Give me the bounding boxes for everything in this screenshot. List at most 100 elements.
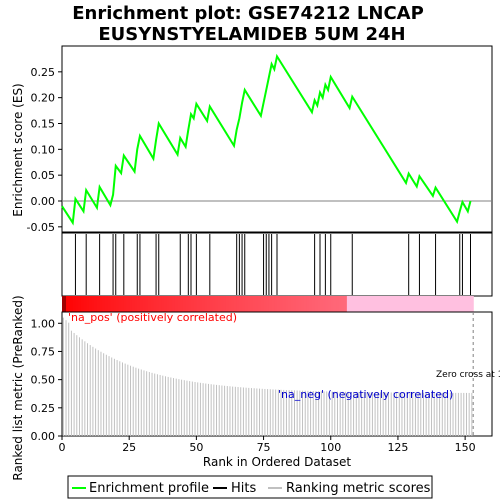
heat-cell xyxy=(440,296,445,312)
heat-cell xyxy=(352,296,356,312)
zero-cross-label: Zero cross at 153 xyxy=(436,370,500,380)
plot-title-line2: EUSYNSTYELAMIDEB 5UM 24H xyxy=(98,24,405,45)
heat-cell xyxy=(83,296,87,312)
es-tick-label: 0.05 xyxy=(31,169,56,182)
es-tick-label: -0.05 xyxy=(27,221,55,234)
heat-cell xyxy=(395,296,399,312)
heat-cell xyxy=(384,296,388,312)
heat-cell xyxy=(110,296,114,312)
heat-cell xyxy=(252,296,257,312)
heat-cell xyxy=(406,296,410,312)
positive-correlation-label: 'na_pos' (positively correlated) xyxy=(68,311,237,324)
heat-cell xyxy=(438,296,442,312)
heat-cell xyxy=(150,296,154,312)
heat-cell xyxy=(449,296,453,312)
heat-cell xyxy=(96,296,101,312)
heat-cell xyxy=(156,296,160,312)
heat-cell xyxy=(134,296,138,312)
heat-cell xyxy=(274,296,278,312)
heat-cell xyxy=(247,296,251,312)
heat-cell xyxy=(158,296,163,312)
heat-cell xyxy=(258,296,262,312)
es-tick-label: 0.10 xyxy=(31,143,56,156)
legend-label-ranking-metric-scores: Ranking metric scores xyxy=(286,481,431,496)
heat-cell xyxy=(177,296,181,312)
metric-panel: 0.00 0.25 0.50 0.75 1.00 'na_pos' (positivel… xyxy=(31,311,500,443)
heat-cell xyxy=(451,296,455,312)
heat-cell xyxy=(422,296,426,312)
enrichment-profile-line xyxy=(61,53,472,226)
heat-cell xyxy=(169,296,173,312)
heat-cell xyxy=(207,296,211,312)
x-tick-label: 25 xyxy=(122,441,136,454)
heat-cell xyxy=(99,296,103,312)
heat-cell xyxy=(443,296,447,312)
heat-cell xyxy=(102,296,106,312)
heat-cell xyxy=(70,296,74,312)
heat-cell xyxy=(88,296,93,312)
heat-cell xyxy=(303,296,308,312)
heat-cell xyxy=(419,296,423,312)
heat-cell xyxy=(255,296,259,312)
heat-cell xyxy=(373,296,378,312)
heat-cell xyxy=(277,296,281,312)
heat-cell xyxy=(389,296,394,312)
metric-axis-label: Ranked list metric (PreRanked) xyxy=(11,295,25,480)
heat-cell xyxy=(166,296,171,312)
heat-cell xyxy=(328,296,332,312)
heat-cell xyxy=(295,296,300,312)
heat-cell xyxy=(338,296,343,312)
es-tick-label: 0.20 xyxy=(31,92,56,105)
heat-cell xyxy=(148,296,152,312)
heat-cell xyxy=(465,296,469,312)
heat-cell xyxy=(400,296,404,312)
heat-cell xyxy=(145,296,149,312)
heat-cell xyxy=(236,296,240,312)
heat-cell xyxy=(341,296,345,312)
heat-cell xyxy=(330,296,335,312)
heat-cell xyxy=(462,296,466,312)
heat-cell xyxy=(379,296,383,312)
heat-cell xyxy=(78,296,82,312)
heat-cell xyxy=(354,296,359,312)
heat-cell xyxy=(376,296,380,312)
negative-correlation-label: 'na_neg' (negatively correlated) xyxy=(278,388,453,401)
heat-cell xyxy=(271,296,275,312)
heat-cell xyxy=(457,296,461,312)
heat-cell xyxy=(317,296,321,312)
heat-cell xyxy=(209,296,214,312)
metric-tick-label: 0.50 xyxy=(31,374,56,387)
heat-cell xyxy=(193,296,197,312)
heat-cell xyxy=(182,296,187,312)
heat-cell xyxy=(427,296,431,312)
heat-cell xyxy=(174,296,179,312)
heat-cell xyxy=(107,296,111,312)
heat-cell xyxy=(435,296,439,312)
heat-cell xyxy=(381,296,386,312)
heat-cell xyxy=(260,296,265,312)
heat-cell xyxy=(411,296,415,312)
x-tick-label: 0 xyxy=(59,441,66,454)
heat-cell xyxy=(459,296,464,312)
heat-cell xyxy=(234,296,238,312)
heat-cell xyxy=(467,296,472,312)
heat-cell xyxy=(285,296,289,312)
es-tick-label: 0.25 xyxy=(31,66,56,79)
heat-cell xyxy=(293,296,297,312)
plot-title-line1: Enrichment plot: GSE74212 LNCAP xyxy=(72,3,424,24)
heat-cell xyxy=(67,296,71,312)
heat-cell xyxy=(217,296,222,312)
metric-tick-label: 0.25 xyxy=(31,402,56,415)
es-axis-label: Enrichment score (ES) xyxy=(11,83,25,216)
heat-cell xyxy=(349,296,353,312)
heat-cell xyxy=(397,296,402,312)
heat-cell xyxy=(139,296,144,312)
heat-cell xyxy=(129,296,133,312)
heat-cell xyxy=(266,296,270,312)
heat-cell xyxy=(164,296,168,312)
metric-tick-label: 0.00 xyxy=(31,430,56,443)
heat-cell xyxy=(113,296,117,312)
es-panel-frame xyxy=(61,45,493,233)
heat-cell xyxy=(215,296,219,312)
heat-cell xyxy=(242,296,246,312)
